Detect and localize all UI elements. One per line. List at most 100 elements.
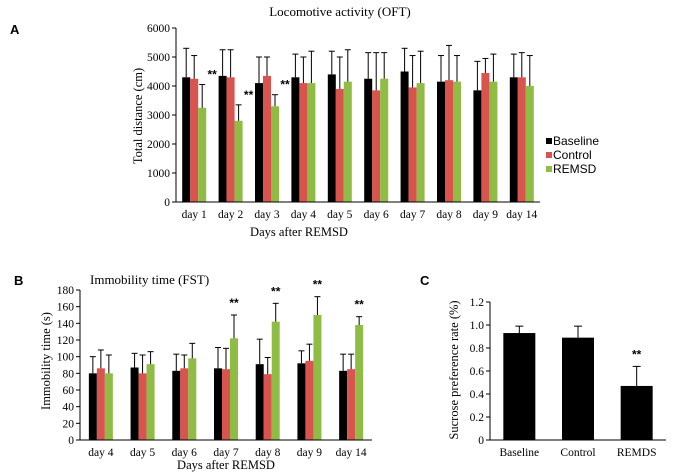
significance-marker: ** xyxy=(354,298,364,312)
panel-c-y-axis-label: Sucrose preference rate (%) xyxy=(447,300,461,439)
bar-value-baseline xyxy=(503,333,536,440)
y-tick-label: 1.2 xyxy=(470,297,485,309)
significance-marker: ** xyxy=(280,78,290,92)
panel-a-y-ticks: 0 1000 2000 3000 4000 5000 6000 xyxy=(147,23,177,209)
legend-swatch-remsd xyxy=(546,166,552,172)
bar-remsd-day-6 xyxy=(188,358,197,440)
y-tick-label: 120 xyxy=(57,335,75,347)
bar-baseline-day-5 xyxy=(327,74,336,202)
panel-b-title: Immobility time (FST) xyxy=(90,272,209,287)
panel-c-chart: C Sucrose preference rate (%) 0 0.2 0.4 0.6… xyxy=(420,273,666,459)
panel-b-letter: B xyxy=(14,273,23,288)
bar-baseline-day-8 xyxy=(437,81,445,202)
x-tick-label: day 6 xyxy=(172,447,197,459)
panel-a-bars: ** ** ** xyxy=(182,44,534,202)
bar-baseline-day-3 xyxy=(255,83,263,202)
bar-baseline-day-4 xyxy=(291,77,300,202)
bar-baseline-day-4 xyxy=(88,373,97,440)
bar-remsd-day-7 xyxy=(230,338,238,440)
bar-remsd-day-9 xyxy=(489,81,498,202)
bar-control-day-1 xyxy=(190,78,199,202)
y-tick-label: 0 xyxy=(164,197,170,209)
bar-value-remds xyxy=(620,385,653,440)
bar-remsd-day-4 xyxy=(307,83,316,202)
y-tick-label: 0.2 xyxy=(470,412,485,424)
bar-remsd-day-5 xyxy=(146,364,155,440)
significance-marker: ** xyxy=(229,296,239,310)
panel-a-y-axis-label: Total distance (cm) xyxy=(131,68,145,164)
bar-remsd-day-14 xyxy=(355,325,364,440)
bar-baseline-day-14 xyxy=(509,77,518,202)
panel-a-letter: A xyxy=(10,22,20,37)
significance-marker: ** xyxy=(208,68,218,82)
significance-marker: ** xyxy=(313,278,323,292)
x-tick-label: day 6 xyxy=(364,209,389,221)
y-tick-label: 60 xyxy=(63,385,75,397)
x-tick-label: day 7 xyxy=(400,209,425,221)
bar-control-day-8 xyxy=(263,374,272,440)
x-tick-label: day 7 xyxy=(213,447,238,459)
bar-baseline-day-6 xyxy=(364,78,373,202)
x-tick-label: day 5 xyxy=(130,447,155,459)
panel-c-letter: C xyxy=(420,273,430,288)
panel-a-x-ticks: day 1 day 2 day 3 day 4 day 5 day 6 day 7 day 8… xyxy=(176,201,540,221)
bar-value-control xyxy=(562,337,594,440)
y-tick-label: 160 xyxy=(57,302,75,314)
y-tick-label: 140 xyxy=(57,318,75,330)
bar-control-day-8 xyxy=(445,80,453,202)
y-tick-label: 0.4 xyxy=(470,389,485,401)
panel-a-title: Locomotive activity (OFT) xyxy=(269,4,411,19)
legend-swatch-baseline xyxy=(546,138,552,144)
bar-remsd-day-2 xyxy=(234,120,243,202)
bar-baseline-day-7 xyxy=(400,71,409,202)
x-tick-label: day 2 xyxy=(218,209,243,221)
x-tick-label: day 14 xyxy=(336,447,367,459)
bar-remsd-day-9 xyxy=(313,315,322,440)
bar-control-day-14 xyxy=(517,77,526,202)
x-tick-label: day 9 xyxy=(297,447,322,459)
x-tick-label: day 1 xyxy=(182,209,207,221)
bar-baseline-day-9 xyxy=(297,363,306,440)
bar-control-day-5 xyxy=(138,373,147,440)
panel-b-y-ticks: 0 20 40 60 80 100 120 140 160 180 xyxy=(57,285,81,447)
y-tick-label: 6000 xyxy=(147,23,170,35)
y-tick-label: 4000 xyxy=(147,81,170,93)
bar-control-day-4 xyxy=(299,83,308,202)
bar-remsd-day-14 xyxy=(525,86,534,202)
x-tick-label: day 8 xyxy=(255,447,280,459)
x-tick-label: day 3 xyxy=(254,209,279,221)
legend-swatch-control xyxy=(546,152,552,158)
bar-baseline-day-5 xyxy=(130,367,139,440)
y-tick-label: 0 xyxy=(478,435,484,447)
panel-b-chart: B Immobility time (FST) Days after REMSD… xyxy=(14,272,372,472)
bar-remsd-day-8 xyxy=(453,81,461,202)
bar-baseline-day-14 xyxy=(339,370,348,440)
bar-remsd-day-6 xyxy=(380,78,389,202)
y-tick-label: 80 xyxy=(63,368,75,380)
bar-baseline-day-8 xyxy=(255,364,264,440)
y-tick-label: 0.6 xyxy=(470,366,485,378)
y-tick-label: 0.8 xyxy=(470,343,485,355)
bar-control-day-9 xyxy=(481,72,490,202)
bar-baseline-day-9 xyxy=(473,90,482,202)
x-tick-label: day 9 xyxy=(473,209,498,221)
y-tick-label: 40 xyxy=(63,402,75,414)
x-tick-label: day 8 xyxy=(436,209,461,221)
bar-remsd-day-4 xyxy=(104,373,113,440)
x-tick-label: day 5 xyxy=(327,209,352,221)
bar-control-day-6 xyxy=(372,90,381,202)
x-tick-label: Control xyxy=(560,447,595,459)
x-tick-label: day 14 xyxy=(506,209,537,221)
bar-baseline-day-1 xyxy=(182,77,191,202)
bar-baseline-day-7 xyxy=(214,368,222,440)
y-tick-label: 5000 xyxy=(147,52,170,64)
bar-control-day-14 xyxy=(347,369,356,440)
panel-a-x-axis-label: Days after REMSD xyxy=(250,225,348,239)
panel-b-y-axis-label: Immobility time (s) xyxy=(39,312,53,410)
x-tick-label: REMDS xyxy=(617,447,657,459)
bar-remsd-day-3 xyxy=(271,106,279,202)
panel-b-x-ticks: day 4 day 5 day 6 day 7 day 8 day 9 day 14 xyxy=(80,439,372,459)
panel-c-x-ticks: Baseline Control REMDS xyxy=(490,439,666,459)
significance-marker: ** xyxy=(244,88,254,102)
